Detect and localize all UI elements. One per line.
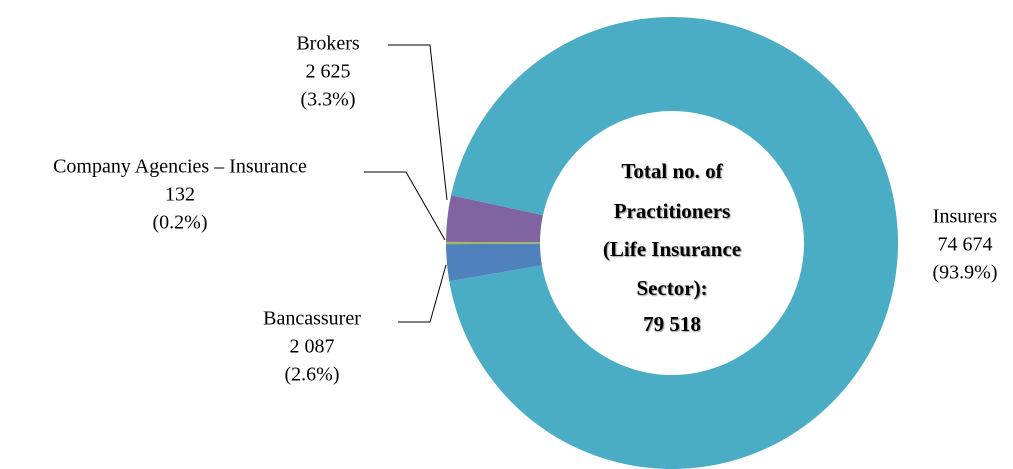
- donut-slice: [446, 241, 541, 245]
- percent-label: (0.2%): [153, 212, 208, 234]
- donut-slice: [446, 243, 542, 282]
- center-label: Sector):: [636, 276, 707, 300]
- slice-label: Company Agencies – Insurance: [53, 156, 307, 178]
- slice-label: Brokers: [296, 33, 360, 55]
- percent-label: (2.6%): [285, 364, 340, 386]
- slice-label: Insurers: [933, 206, 998, 228]
- center-label: Practitioners: [614, 199, 731, 223]
- total-label: 79 518: [643, 312, 701, 336]
- center-label: (Life Insurance: [603, 237, 741, 261]
- slice-label: Bancassurer: [263, 308, 361, 330]
- value-label: 2 087: [290, 336, 335, 358]
- value-label: 2 625: [306, 61, 351, 83]
- value-label: 132: [165, 184, 195, 206]
- donut-slice: [449, 17, 899, 469]
- percent-label: (3.3%): [301, 89, 356, 111]
- center-label: Total no. of: [621, 159, 723, 183]
- donut-slice: [446, 195, 543, 243]
- percent-label: (93.9%): [933, 262, 998, 284]
- leader-line: [364, 171, 446, 241]
- leader-line: [388, 44, 448, 201]
- leader-line: [398, 264, 447, 323]
- value-label: 74 674: [938, 234, 993, 256]
